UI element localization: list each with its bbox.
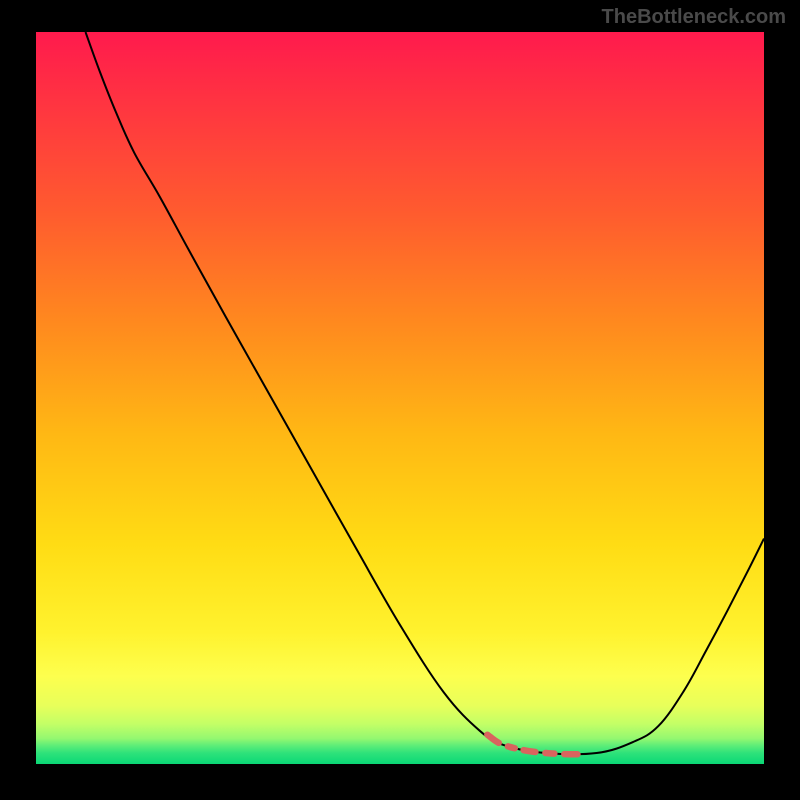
bottleneck-curve <box>86 32 765 754</box>
chart-container: TheBottleneck.com <box>0 0 800 800</box>
highlight-segment <box>487 727 654 754</box>
plot-area <box>36 32 764 764</box>
attribution-text: TheBottleneck.com <box>602 6 786 29</box>
curve-svg <box>36 32 764 764</box>
